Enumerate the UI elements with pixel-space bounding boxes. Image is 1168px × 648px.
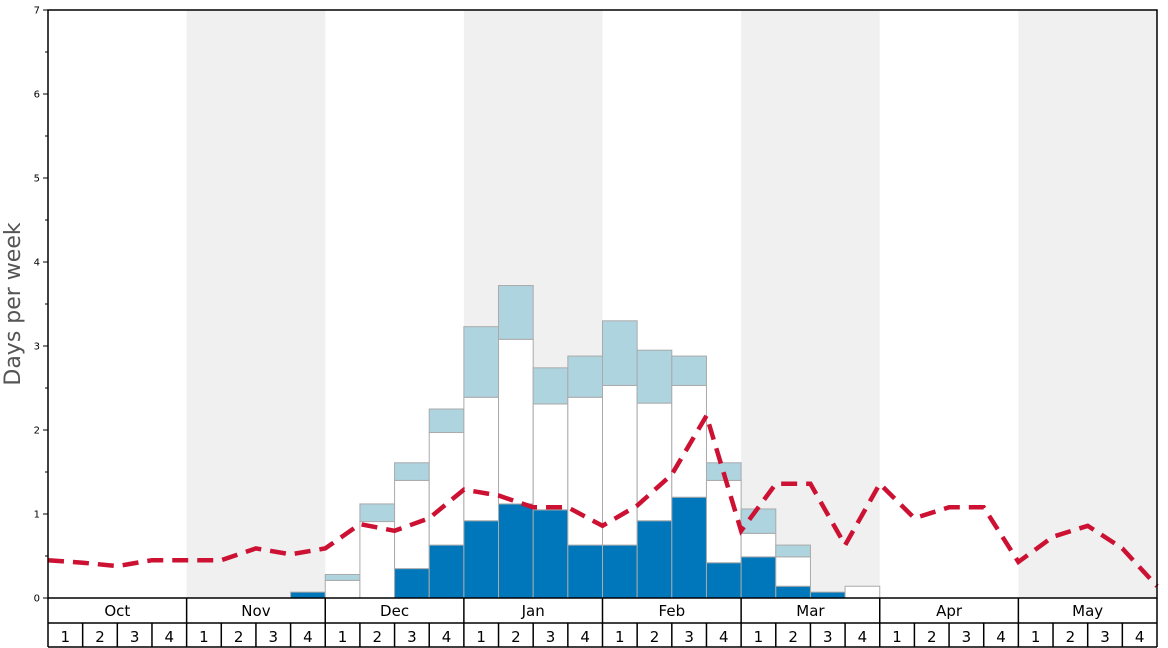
bar-segment-0-22 [809, 591, 846, 599]
week-label: 2 [511, 628, 521, 646]
bar-segment-1-12 [463, 396, 500, 522]
bar-segment-1-9 [359, 521, 396, 599]
week-label: 2 [650, 628, 660, 646]
week-label: 4 [442, 628, 452, 646]
month-label-oct: Oct [104, 602, 130, 620]
week-label: 1 [615, 628, 625, 646]
y-axis: 0 1 2 3 4 5 6 7 [34, 6, 48, 605]
bar-segment-1-13 [498, 338, 534, 505]
bar-segment-0-20 [740, 556, 777, 599]
week-label: 4 [1135, 628, 1145, 646]
bar-segment-1-20 [740, 532, 777, 558]
week-label: 2 [788, 628, 798, 646]
month-label-dec: Dec [380, 602, 409, 620]
month-band-may [1018, 10, 1157, 598]
y-tick-label: 2 [34, 426, 40, 437]
bar-segment-0-10 [394, 568, 430, 599]
week-label: 2 [1066, 628, 1076, 646]
y-axis-label: Days per week [1, 222, 26, 385]
week-label: 3 [268, 628, 278, 646]
y-tick-label: 4 [34, 258, 40, 269]
y-tick-label: 3 [34, 342, 40, 353]
bar-segment-2-8 [324, 573, 361, 581]
bar-segment-2-16 [602, 320, 638, 386]
bar-segment-2-20 [740, 508, 777, 534]
week-label: 4 [858, 628, 868, 646]
week-label: 1 [199, 628, 209, 646]
month-label-feb: Feb [659, 602, 686, 620]
x-axis: Oct 1 2 3 4 Nov 1 2 3 4 Dec 1 2 3 4 Jan 1 2 3 4 Feb 1 2 3 4 Mar 1 2… [47, 598, 1158, 648]
bar-segment-0-17 [636, 520, 673, 599]
week-label: 3 [1100, 628, 1110, 646]
bar-segment-2-15 [567, 355, 603, 398]
week-label: 3 [684, 628, 694, 646]
week-label: 2 [372, 628, 382, 646]
bar-segment-0-14 [532, 509, 569, 599]
week-label: 3 [130, 628, 140, 646]
week-label: 1 [754, 628, 764, 646]
week-label: 1 [338, 628, 348, 646]
average-line [47, 410, 1159, 588]
week-label: 2 [234, 628, 244, 646]
plot-frame [47, 9, 1158, 599]
bar-segment-1-23 [844, 585, 881, 599]
bar-segment-0-12 [463, 520, 500, 599]
bar-segment-2-18 [671, 355, 707, 386]
week-label: 3 [546, 628, 556, 646]
bar-segment-1-8 [324, 579, 361, 599]
week-label: 4 [165, 628, 175, 646]
bar-segment-0-16 [602, 544, 638, 599]
bar-segment-0-19 [705, 562, 742, 599]
month-band-nov [186, 10, 326, 598]
week-label: 2 [95, 628, 105, 646]
bar-segment-2-17 [636, 349, 673, 404]
bar-segment-0-13 [498, 503, 534, 599]
bar-segment-2-9 [359, 503, 396, 523]
week-label: 3 [407, 628, 417, 646]
bar-segment-1-21 [775, 556, 811, 587]
y-tick-label: 1 [34, 510, 40, 521]
week-label: 4 [996, 628, 1006, 646]
y-tick-label: 6 [34, 90, 40, 101]
week-label: 2 [927, 628, 937, 646]
bar-segment-0-15 [567, 544, 603, 599]
week-label: 4 [580, 628, 590, 646]
month-label-mar: Mar [796, 602, 825, 620]
bar-segment-2-14 [532, 367, 569, 405]
y-tick-label: 5 [34, 174, 40, 185]
week-label: 1 [1031, 628, 1041, 646]
month-label-apr: Apr [936, 602, 963, 620]
month-label-nov: Nov [241, 602, 270, 620]
week-label: 3 [823, 628, 833, 646]
bar-segment-2-10 [394, 462, 430, 481]
month-label-jan: Jan [521, 602, 545, 620]
bar-segment-2-13 [498, 285, 534, 340]
bar-segment-1-19 [705, 479, 742, 564]
week-label: 3 [962, 628, 972, 646]
week-label: 4 [719, 628, 729, 646]
bar-segment-2-21 [775, 544, 811, 558]
month-band-mar [741, 10, 880, 598]
week-label: 1 [892, 628, 902, 646]
bar-segment-0-7 [290, 591, 326, 599]
bar-segment-1-11 [428, 432, 465, 546]
bar-segment-1-14 [532, 403, 569, 511]
average-line-path [47, 410, 1159, 588]
bar-segment-0-21 [775, 585, 811, 599]
y-tick-label: 7 [34, 6, 40, 17]
bar-segment-0-11 [428, 544, 465, 599]
bar-segment-1-16 [602, 384, 638, 546]
bar-segment-2-12 [463, 326, 500, 398]
y-tick-label: 0 [34, 594, 40, 605]
week-label: 1 [476, 628, 486, 646]
week-label: 1 [61, 628, 71, 646]
bar-segment-0-18 [671, 496, 707, 599]
bar-segment-2-11 [428, 408, 465, 434]
month-label-may: May [1072, 602, 1103, 620]
week-label: 4 [303, 628, 313, 646]
